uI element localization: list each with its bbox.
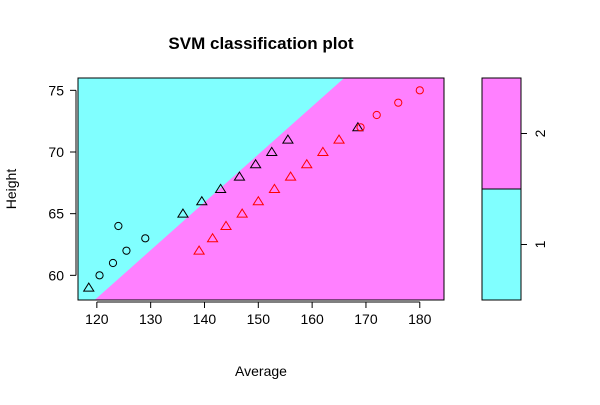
- class-1-triangle-point: [214, 183, 227, 193]
- class-2-triangle-point: [268, 183, 281, 193]
- x-tick-label: 180: [408, 311, 432, 327]
- class-2-circle-point: [394, 98, 403, 107]
- data-points: [82, 86, 424, 292]
- chart-title: SVM classification plot: [168, 34, 353, 53]
- class-2-triangle-point: [252, 195, 265, 206]
- y-axis-label: Height: [3, 169, 19, 210]
- y-tick-label: 70: [48, 144, 64, 160]
- plot-area: [77, 77, 445, 301]
- y-axis: 60 65 70 75: [48, 82, 77, 283]
- class-1-circle-point: [108, 258, 118, 268]
- plot-border: [77, 77, 445, 301]
- y-tick-label: 60: [48, 267, 64, 283]
- legend-swatch-1: [481, 188, 522, 301]
- class-1-circle-point: [95, 271, 104, 280]
- legend-label-2: 2: [532, 129, 548, 137]
- class-2-region: [94, 78, 444, 300]
- class-2-triangle-point: [300, 158, 313, 169]
- x-axis: 120 130 140 150 160 170 180: [85, 301, 432, 327]
- class-2-circle-point: [372, 110, 381, 120]
- x-tick-label: 120: [85, 311, 109, 327]
- class-2-triangle-point: [236, 208, 249, 218]
- class-1-triangle-point: [176, 208, 189, 218]
- class-1-triangle-point: [281, 134, 294, 144]
- class-1-triangle-point: [82, 282, 95, 292]
- class-1-circle-point: [122, 246, 131, 255]
- class-1-circle-point: [141, 234, 150, 243]
- class-1-circle-point: [114, 221, 123, 231]
- class-1-triangle-point: [265, 146, 278, 156]
- class-2-triangle-point: [193, 245, 206, 255]
- x-tick-label: 140: [193, 311, 217, 327]
- class-1-triangle-point: [351, 121, 364, 132]
- x-axis-label: Average: [235, 363, 287, 379]
- x-tick-label: 130: [139, 311, 163, 327]
- x-tick-label: 160: [300, 311, 324, 327]
- legend-label-1: 1: [532, 240, 548, 248]
- class-2-triangle-point: [284, 171, 297, 181]
- class-1-triangle-point: [195, 195, 208, 206]
- x-tick-label: 150: [247, 311, 271, 327]
- class-2-triangle-point: [206, 232, 219, 243]
- class-1-triangle-point: [249, 158, 262, 169]
- y-tick-label: 65: [48, 206, 64, 222]
- class-2-circle-point: [415, 86, 424, 95]
- y-tick-label: 75: [48, 82, 64, 98]
- class-2-triangle-point: [220, 220, 232, 230]
- x-tick-label: 170: [354, 311, 378, 327]
- legend-swatch-2: [481, 77, 522, 190]
- class-2-triangle-point: [333, 134, 346, 144]
- class-2-triangle-point: [316, 146, 329, 156]
- class-1-triangle-point: [233, 171, 246, 181]
- legend: 12: [481, 77, 548, 301]
- class-2-circle-point: [356, 123, 365, 132]
